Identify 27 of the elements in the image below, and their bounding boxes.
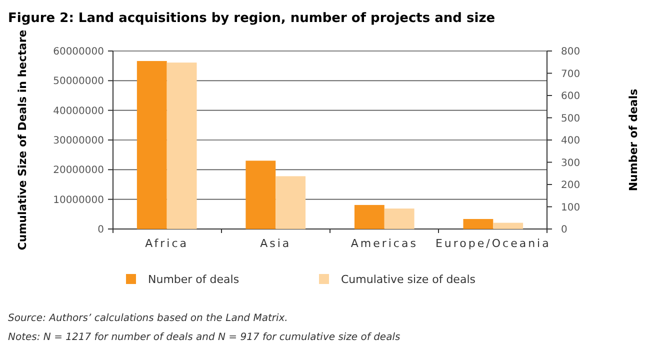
x-tick-label: Asia [260,237,292,250]
y2-tick-label: 700 [561,68,580,80]
y2-tick-label: 200 [561,180,580,191]
text: Notes: N = 1217 for number of deals and N = 917 for cumulative size of deals [8,332,400,343]
chart-title: Figure 2: Land acquisitions by region, number of projects and size [8,11,496,26]
x-tick-label: Africa [145,237,189,250]
y-tick-label: 60000000 [53,46,104,58]
y2-tick-label: 400 [561,136,580,146]
legend-label: Cumulative size of deals [341,272,476,286]
source-note: Source: Authors’ calculations based on the Land Matrix. [8,313,288,324]
y-tick-label: 20000000 [53,165,104,176]
legend-label: Number of deals [148,272,240,286]
y2-tick-label: 0 [561,224,568,236]
y-tick-label: 10000000 [53,194,104,206]
y2-tick-label: 800 [561,46,580,58]
y-axis-title: Cumulative Size of Deals in hectare [16,30,29,250]
y2-axis-title: Number of deals [627,88,640,192]
y-tick-label: 30000000 [53,136,104,146]
y2-tick-label: 500 [561,113,580,124]
y-tick-label: 50000000 [53,76,104,88]
y2-tick-label: 600 [561,91,580,102]
x-tick-label: Americas [350,237,418,250]
y-tick-label: 0 [98,224,104,236]
y-tick-label: 40000000 [53,106,104,117]
y2-tick-label: 100 [561,202,580,214]
x-tick-label: Europe/Oceania [435,237,551,250]
y2-tick-label: 300 [561,158,580,169]
